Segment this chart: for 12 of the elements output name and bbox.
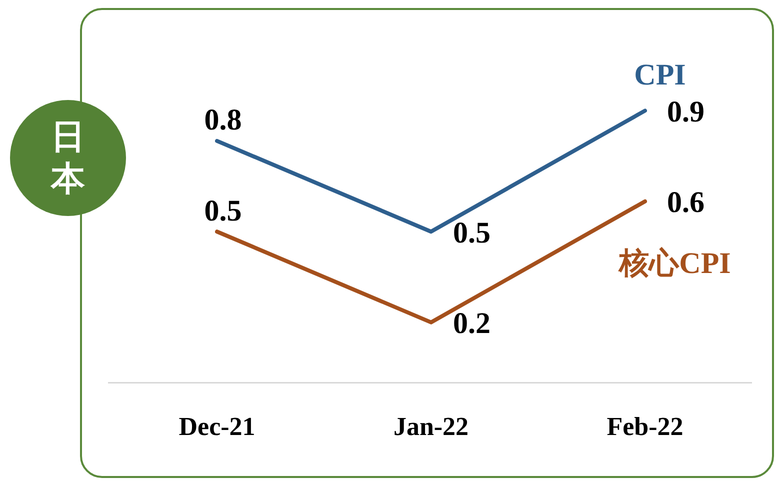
data-label: 0.5 (204, 194, 242, 228)
x-tick-label: Dec-21 (178, 412, 256, 442)
series-label: 核心CPI (618, 246, 731, 280)
data-label: 0.8 (204, 104, 242, 137)
series-label: CPI (634, 58, 686, 92)
text: 日本 (51, 116, 85, 200)
x-tick-label: Feb-22 (606, 412, 684, 442)
x-tick-label: Jan-22 (393, 412, 469, 442)
data-label: 0.6 (667, 186, 704, 220)
data-label: 0.9 (667, 95, 704, 128)
data-label: 0.2 (453, 307, 490, 340)
data-label: 0.5 (453, 216, 490, 250)
